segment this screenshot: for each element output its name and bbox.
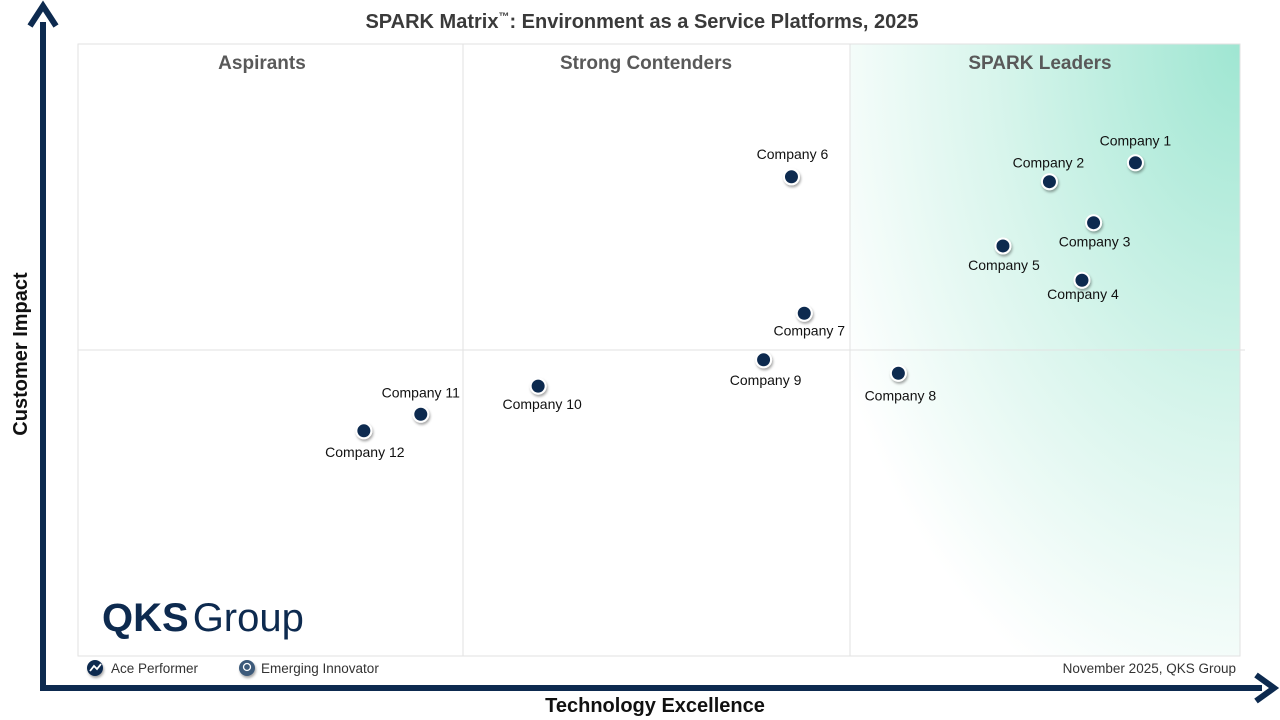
data-point [1126, 154, 1144, 172]
data-point-label: Company 2 [1013, 155, 1085, 171]
chart-title: SPARK Matrix™: Environment as a Service … [365, 11, 918, 33]
legend-label-emerging-innovator: Emerging Innovator [261, 661, 379, 676]
data-point-label: Company 3 [1059, 234, 1131, 250]
data-point [889, 364, 907, 382]
data-point-label: Company 8 [865, 387, 937, 403]
data-point [782, 168, 800, 186]
data-point [1085, 214, 1103, 232]
data-point-label: Company 4 [1047, 286, 1119, 302]
legend-emerging-innovator: Emerging Innovator [239, 660, 379, 676]
data-point-label: Company 7 [773, 322, 845, 338]
y-axis-label: Customer Impact [10, 272, 32, 436]
data-point [994, 237, 1012, 255]
data-point-label: Company 12 [325, 444, 405, 460]
data-point [355, 422, 373, 440]
data-point-label: Company 9 [730, 372, 802, 388]
data-point [412, 405, 430, 423]
data-point [529, 377, 547, 395]
legend-label-ace-performer: Ace Performer [111, 661, 199, 676]
points-layer: Company 1 Company 2 Company 3 Company 4 Comp… [325, 133, 1171, 460]
lightbulb-icon [239, 660, 255, 676]
quadrant-label-aspirants: Aspirants [218, 53, 306, 74]
quadrant-label-strong-contenders: Strong Contenders [560, 53, 732, 74]
data-point [1040, 173, 1058, 191]
data-point [755, 351, 773, 369]
x-axis-label: Technology Excellence [545, 695, 765, 717]
qks-group-logo: QKS Group [102, 596, 304, 640]
data-point-label: Company 5 [968, 257, 1040, 273]
data-point [1073, 271, 1091, 289]
legend-ace-performer: Ace Performer [87, 660, 199, 676]
data-point-label: Company 10 [502, 396, 582, 412]
x-axis-arrowhead [1254, 672, 1280, 704]
data-point-label: Company 11 [382, 384, 461, 400]
footnote: November 2025, QKS Group [1063, 661, 1236, 676]
data-point-label: Company 6 [757, 146, 829, 162]
data-point-label: Company 1 [1100, 133, 1172, 149]
quadrant-label-spark-leaders: SPARK Leaders [968, 53, 1111, 74]
y-axis-arrowhead [27, 0, 59, 28]
data-point [795, 304, 813, 322]
